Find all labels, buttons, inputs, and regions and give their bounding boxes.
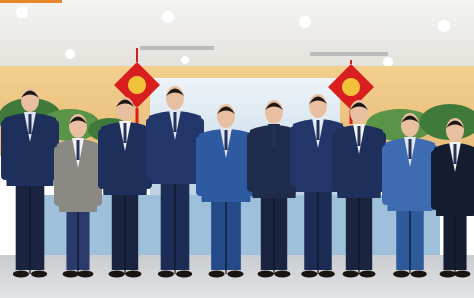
shoe	[176, 271, 192, 278]
arm	[146, 118, 154, 178]
arm	[54, 146, 62, 206]
shoe	[359, 271, 375, 278]
tie	[174, 112, 177, 132]
tie	[409, 139, 412, 159]
shoe	[301, 271, 317, 278]
shoe	[393, 271, 409, 278]
shoe	[274, 271, 290, 278]
tie	[317, 120, 320, 140]
shoe	[343, 271, 359, 278]
arm	[1, 120, 9, 180]
tie	[454, 144, 457, 164]
shoe	[125, 271, 141, 278]
shoe	[158, 271, 174, 278]
photo	[0, 0, 474, 298]
shoe	[63, 271, 79, 278]
shoe	[109, 271, 125, 278]
shoe	[454, 271, 470, 278]
shoe	[31, 271, 47, 278]
tie	[29, 114, 32, 134]
arm	[382, 145, 390, 205]
shoe	[411, 271, 427, 278]
shoe	[209, 271, 225, 278]
arm	[290, 126, 298, 186]
corner-strip	[0, 0, 62, 3]
vent	[140, 46, 214, 50]
tie	[77, 140, 80, 160]
arm	[332, 132, 340, 192]
shoe	[77, 271, 93, 278]
arm	[98, 129, 106, 189]
shoe	[440, 271, 456, 278]
shoe	[319, 271, 335, 278]
shoe	[13, 271, 29, 278]
shoe	[227, 271, 243, 278]
tie	[358, 126, 361, 146]
page: {}	[0, 0, 474, 298]
arm	[247, 132, 255, 192]
tie	[273, 126, 276, 146]
arm	[431, 150, 439, 210]
tie	[124, 123, 127, 143]
arm	[196, 136, 204, 196]
vent	[310, 52, 388, 56]
shoe	[258, 271, 274, 278]
tie	[225, 130, 228, 150]
